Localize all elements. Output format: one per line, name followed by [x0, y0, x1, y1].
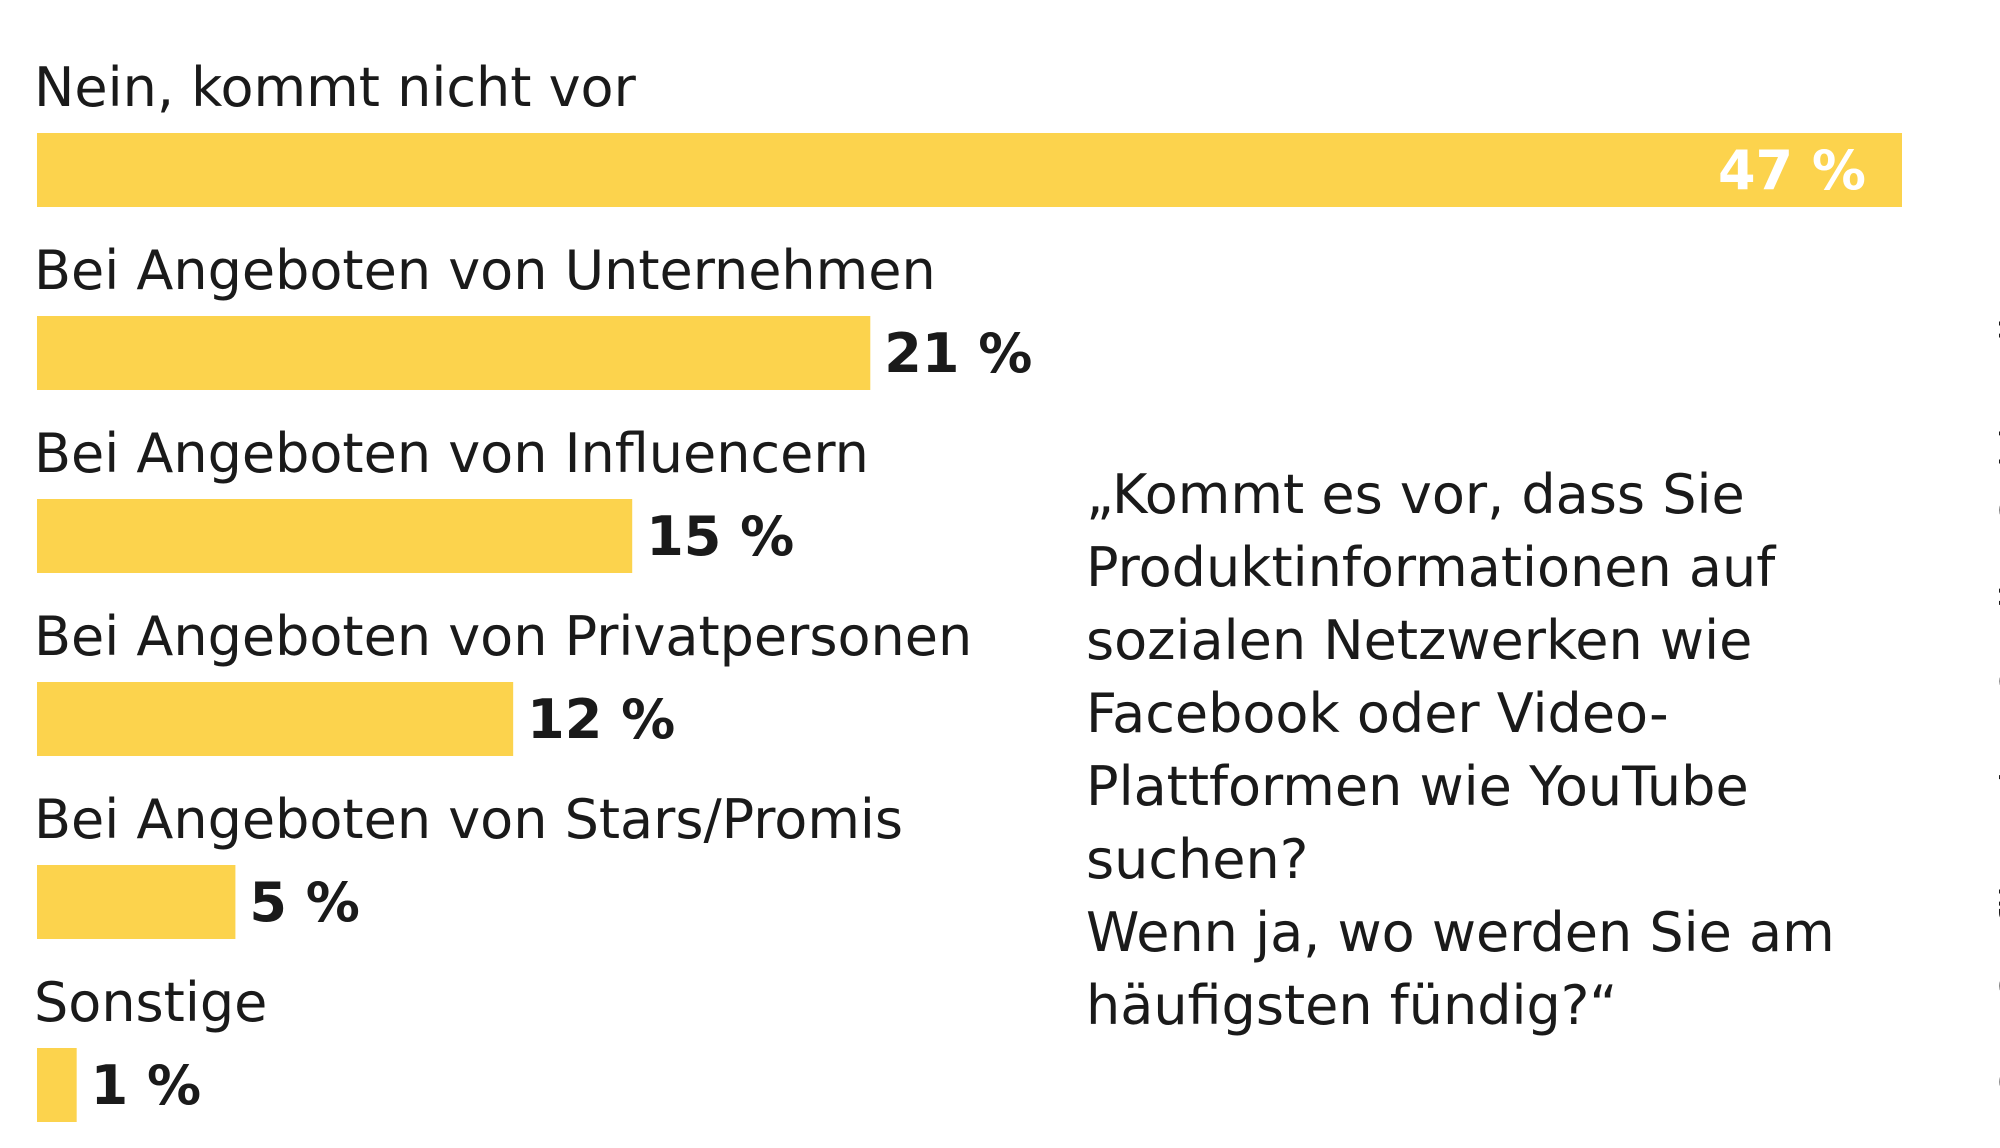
bar — [37, 133, 1902, 207]
value-label: 15 % — [646, 505, 794, 568]
bar — [37, 682, 514, 756]
survey-question: „Kommt es vor, dass Sie Produktinformati… — [1086, 463, 1835, 1037]
value-label: 5 % — [249, 871, 359, 934]
value-label: 12 % — [527, 688, 675, 751]
category-label: Nein, kommt nicht vor — [34, 56, 637, 119]
value-label: 47 % — [1718, 139, 1866, 202]
value-label: 1 % — [91, 1054, 201, 1117]
bar — [37, 499, 633, 573]
value-label: 21 % — [884, 322, 1032, 385]
category-label: Bei Angeboten von Privatpersonen — [34, 605, 972, 668]
category-label: Bei Angeboten von Stars/Promis — [34, 788, 903, 851]
category-label: Bei Angeboten von Unternehmen — [34, 239, 936, 302]
bar — [37, 316, 871, 390]
bar — [37, 865, 236, 939]
category-label: Sonstige — [34, 971, 267, 1034]
bar — [37, 1048, 77, 1122]
category-label: Bei Angeboten von Influencern — [34, 422, 869, 485]
source-credit: KStA-Grafik: Hahn; Quelle: Goldmedia/BVD… — [1992, 139, 2000, 1125]
